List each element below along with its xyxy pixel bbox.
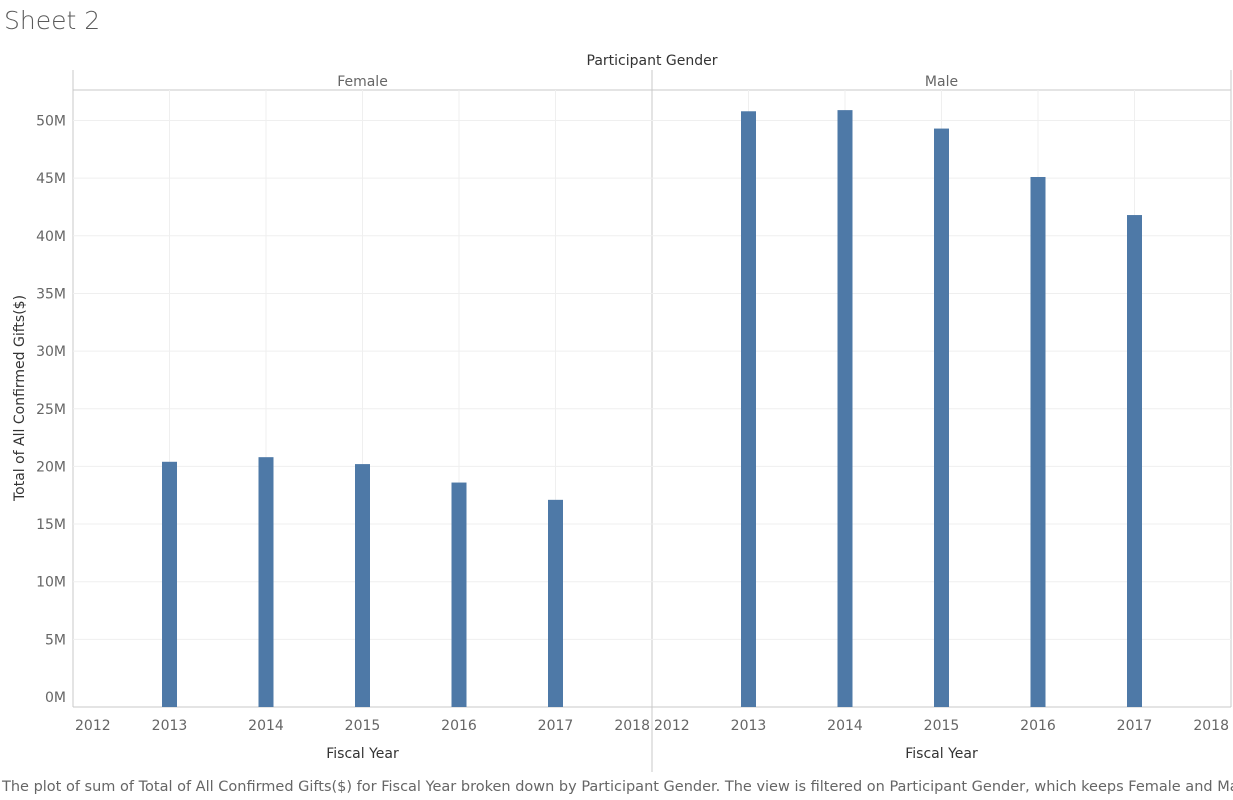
x-tick-label: 2013 (731, 718, 767, 734)
x-tick-label: 2017 (538, 718, 574, 734)
bar-female-2013 (162, 461, 177, 707)
x-tick-label: 2018 (614, 718, 650, 734)
bar-female-2017 (548, 499, 563, 707)
column-header: Participant Gender (587, 53, 718, 69)
x-tick-label: 2012 (654, 718, 690, 734)
x-tick-label: 2015 (924, 718, 960, 734)
bar-female-2014 (258, 457, 274, 707)
y-axis-title: Total of All Confirmed Gifts($) (12, 295, 28, 502)
y-tick-label: 10M (36, 575, 66, 591)
bar-female-2015 (355, 464, 370, 707)
bar-male-2017 (1127, 215, 1142, 707)
y-tick-label: 35M (36, 286, 66, 302)
x-tick-label: 2014 (827, 718, 863, 734)
y-tick-label: 40M (36, 229, 66, 245)
bar-male-2016 (1030, 176, 1046, 707)
x-tick-label: 2018 (1193, 718, 1229, 734)
y-tick-label: 50M (36, 114, 66, 130)
y-tick-label: 20M (36, 459, 66, 475)
x-axis-title: Fiscal Year (905, 746, 978, 762)
bar-female-2016 (451, 482, 467, 707)
y-tick-label: 45M (36, 171, 66, 187)
sheet-title: Sheet 2 (4, 6, 101, 35)
x-tick-label: 2015 (345, 718, 381, 734)
bar-male-2014 (837, 110, 853, 708)
x-tick-label: 2014 (248, 718, 284, 734)
bar-male-2013 (741, 111, 756, 707)
panel-header-female: Female (337, 74, 388, 90)
chart-caption: The plot of sum of Total of All Confirme… (2, 779, 1233, 795)
bar-chart: Participant Gender Female Male 0M 5M 10M 15M 20… (12, 53, 1232, 772)
x-tick-label: 2012 (75, 718, 111, 734)
x-tick-label: 2016 (1020, 718, 1056, 734)
x-tick-label: 2016 (441, 718, 477, 734)
y-tick-label: 30M (36, 344, 66, 360)
bar-male-2015 (934, 128, 949, 708)
y-tick-label: 15M (36, 517, 66, 533)
y-tick-label: 25M (36, 402, 66, 418)
x-tick-label: 2013 (152, 718, 188, 734)
y-tick-label: 5M (45, 632, 66, 648)
x-axis-title: Fiscal Year (326, 746, 399, 762)
panel-header-male: Male (925, 74, 958, 90)
y-tick-label: 0M (45, 690, 66, 706)
x-tick-label: 2017 (1117, 718, 1153, 734)
